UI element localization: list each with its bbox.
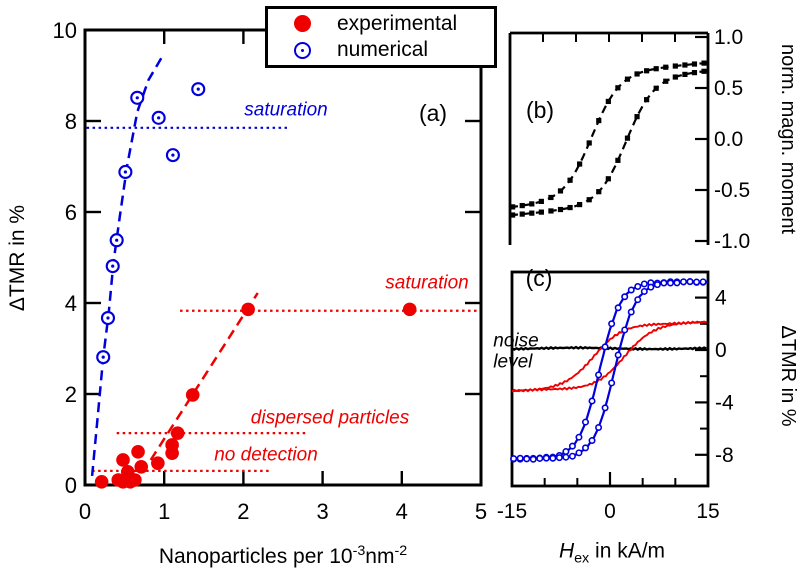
- svg-text:0: 0: [715, 339, 727, 362]
- svg-text:-15: -15: [497, 500, 527, 523]
- panel-b: 1.0 0.5 0.0 -0.5 -1.0: [508, 26, 750, 253]
- legend-label-numerical: numerical: [337, 38, 429, 62]
- panel-a: 0 1 2 3 4 5 0 2 4 6 8 10: [53, 18, 488, 524]
- open-circle-icon: [294, 41, 311, 59]
- svg-text:-4: -4: [715, 391, 734, 414]
- svg-text:8: 8: [65, 109, 77, 134]
- dispersed-particles-annotation: dispersed particles: [250, 407, 410, 429]
- svg-text:-1.0: -1.0: [714, 230, 750, 253]
- panel-b-tag: (b): [525, 97, 555, 124]
- svg-text:3: 3: [316, 499, 328, 524]
- svg-text:15: 15: [696, 500, 719, 523]
- panel-c-x-axis-title: Hex in kA/m: [559, 539, 665, 566]
- svg-text:4: 4: [396, 499, 408, 524]
- h-symbol: H: [558, 539, 575, 563]
- svg-text:0.0: 0.0: [714, 128, 743, 151]
- svg-text:-8: -8: [715, 444, 734, 467]
- panel-c-tag: (c): [525, 265, 553, 292]
- svg-text:-0.5: -0.5: [714, 179, 750, 202]
- circle-center-dot: [301, 48, 304, 52]
- panel-a-reference-lines: [86, 126, 478, 472]
- noise-level-annotation: noise level: [493, 330, 539, 373]
- svg-text:0: 0: [65, 473, 77, 498]
- panel-b-magnetization-ascending-branch: [509, 68, 709, 218]
- panel-a-x-axis-title: Nanoparticles per 10-3nm-2: [159, 543, 407, 569]
- saturation-annotation-experimental: saturation: [385, 272, 469, 294]
- panel-c-blue-loop-branch: [510, 278, 709, 463]
- no-detection-annotation: no detection: [214, 444, 318, 466]
- svg-text:1: 1: [158, 499, 170, 524]
- panel-a-y-axis-title: ΔTMR in %: [6, 204, 30, 312]
- svg-text:0: 0: [604, 500, 616, 523]
- x-title-superscript-2: -2: [394, 543, 408, 560]
- svg-text:10: 10: [53, 18, 77, 43]
- saturation-annotation-numerical: saturation: [244, 99, 328, 121]
- svg-text:2: 2: [237, 499, 249, 524]
- panel-c-red-loop-branch: [511, 320, 707, 393]
- legend-label-experimental: experimental: [337, 11, 458, 35]
- x-title-mid: nm: [365, 545, 395, 569]
- filled-circle-icon: [294, 15, 311, 33]
- x-title-main: Nanoparticles per 10: [158, 545, 353, 569]
- svg-text:4: 4: [715, 287, 727, 310]
- legend-item-numerical: numerical: [294, 38, 494, 62]
- x-title-units: in kA/m: [589, 539, 666, 563]
- panel-a-numerical-points: [96, 82, 206, 365]
- panel-b-magnetization-descending-branch: [509, 60, 709, 210]
- svg-text:2: 2: [65, 382, 77, 407]
- panel-c-blue-loop-branch: [510, 278, 709, 463]
- legend: experimental numerical: [265, 6, 497, 68]
- svg-text:1.0: 1.0: [714, 26, 743, 49]
- panel-c: -15 0 15 4 0 -4 -8: [497, 270, 734, 523]
- svg-text:4: 4: [65, 291, 77, 316]
- panel-b-y-axis-title: norm. magn. moment: [777, 43, 800, 235]
- legend-item-experimental: experimental: [294, 12, 494, 36]
- h-subscript: ex: [574, 550, 590, 567]
- svg-text:0: 0: [79, 499, 91, 524]
- panel-a-tag: (a): [418, 100, 448, 127]
- panel-a-trend-lines: [90, 56, 259, 477]
- panel-a-experimental-points: [94, 302, 417, 489]
- panel-c-noise-level-line: [511, 345, 707, 351]
- svg-text:5: 5: [475, 499, 487, 524]
- x-title-superscript-1: -3: [352, 543, 366, 560]
- svg-text:0.5: 0.5: [714, 77, 743, 100]
- svg-text:6: 6: [65, 200, 77, 225]
- panel-c-y-axis-title: ΔTMR in %: [777, 325, 800, 427]
